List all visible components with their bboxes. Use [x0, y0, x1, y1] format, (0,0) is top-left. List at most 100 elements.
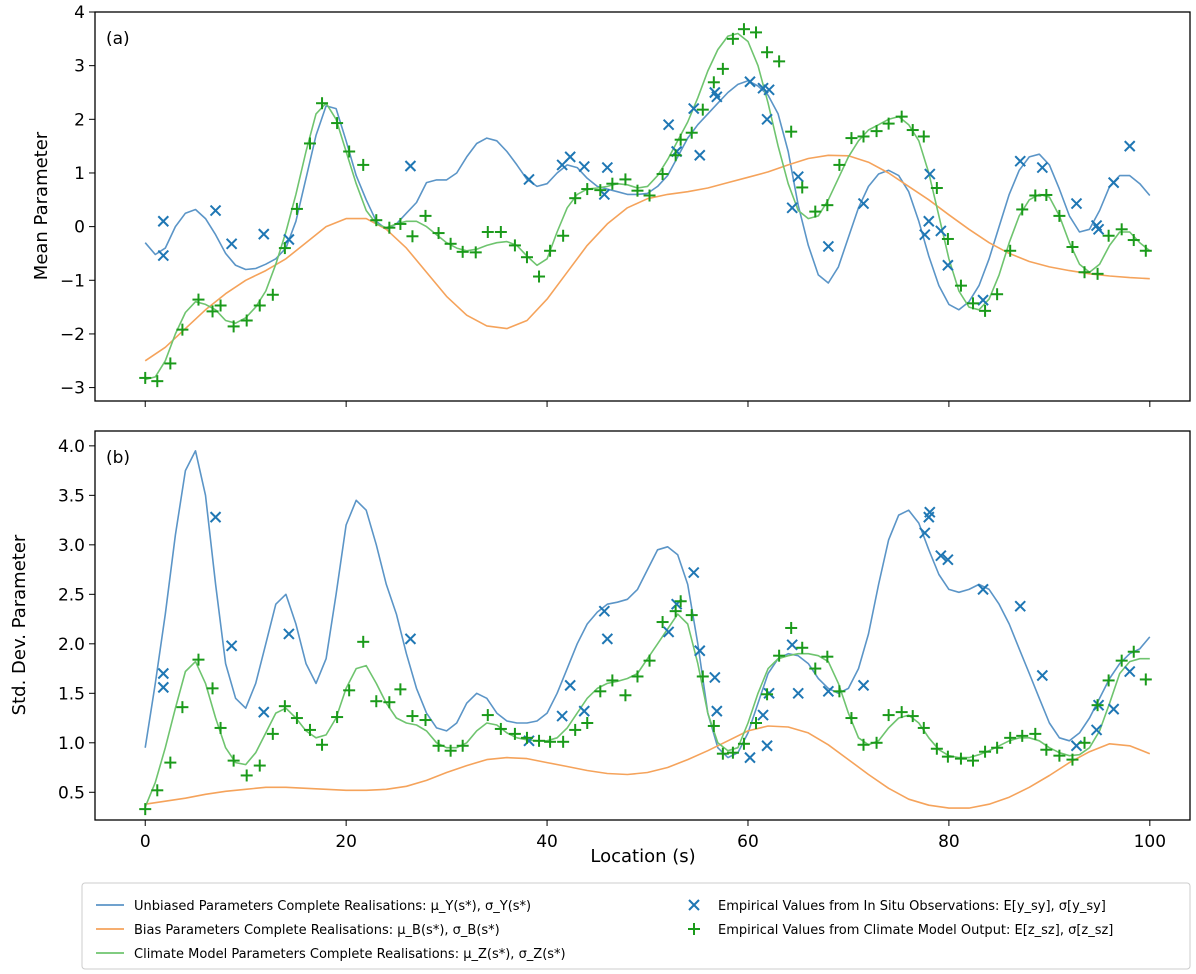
panel-a-climate-marker	[214, 299, 227, 312]
panel-b-climate-marker	[456, 739, 469, 752]
panel-b-insitu-marker	[977, 583, 989, 596]
panel-a-climate-marker	[419, 209, 432, 222]
panel-b-line-climate	[144, 613, 1150, 808]
legend-label: Bias Parameters Complete Realisations: μ…	[134, 923, 500, 938]
panel-a-climate-marker	[696, 103, 709, 116]
panel-a-insitu-marker	[935, 225, 947, 237]
panel-a-insitu-marker	[523, 173, 535, 186]
panel-b-insitu-marker	[792, 687, 804, 700]
panel-b-insitu-marker	[578, 705, 590, 717]
panel-a-ytick-label: 4	[74, 3, 85, 23]
panel-b-climate-marker	[917, 721, 930, 734]
panel-a-climate-marker	[619, 173, 632, 186]
panel-b-insitu-marker	[258, 706, 270, 718]
panel-a-ytick-label: 0	[74, 218, 85, 238]
panel-a-xticks	[144, 401, 1151, 407]
legend-label: Empirical Values from Climate Model Outp…	[718, 923, 1113, 938]
panel-b-climate-marker	[809, 662, 822, 675]
panel-b-insitu-marker	[564, 679, 576, 692]
panel-a-insitu-marker	[924, 168, 936, 180]
panel-a-insitu-marker	[711, 91, 723, 103]
panel-b-lines	[144, 450, 1151, 809]
legend-label: Unbiased Parameters Complete Realisation…	[134, 899, 531, 914]
panel-a-climate-marker	[151, 375, 164, 388]
panel-a-climate-marker	[643, 189, 656, 202]
panel-b-climate-marker	[214, 721, 227, 734]
panel-b-climate-marker	[206, 682, 219, 695]
panel-a-climate-marker	[357, 158, 370, 171]
panel-b-ytick-label: 3.0	[58, 536, 85, 556]
panel-a-insitu-marker	[694, 149, 706, 161]
panel-a-climate-marker	[917, 130, 930, 143]
panel-a-insitu-marker	[601, 161, 614, 174]
panel-b-climate-marker	[1016, 729, 1029, 742]
panel-a-climate-marker	[253, 299, 266, 312]
panel-a-climate-marker	[139, 371, 152, 384]
panel-a-climate-marker	[1029, 189, 1042, 202]
panel-b-insitu-marker	[822, 685, 835, 698]
panel-a-climate-marker	[581, 183, 594, 196]
panel-b-insitu-marker	[225, 640, 238, 652]
panel-b-insitu-marker	[404, 633, 417, 645]
panel-b-climate-marker	[941, 750, 954, 763]
panel-a-climate-marker	[930, 181, 943, 194]
panel-b-climate-marker	[1004, 731, 1017, 744]
panel-a-climate-marker	[750, 26, 763, 39]
panel-b-climate-marker	[930, 742, 943, 755]
panel-b-climate-marker	[631, 670, 644, 683]
panel-a-climate-marker	[979, 304, 992, 317]
panel-a-climate-marker	[481, 225, 494, 238]
panel-b-insitu-marker	[935, 550, 947, 562]
panel-b-climate-marker	[557, 735, 570, 748]
panel-b-climate-marker	[906, 710, 919, 723]
panel-b-climate-marker	[357, 635, 370, 648]
panel-a-climate-marker	[809, 205, 822, 218]
panel-b-climate-marker	[895, 706, 908, 719]
panel-a-climate-marker	[1078, 266, 1091, 279]
panel-b-ytick-label: 2.0	[58, 635, 85, 655]
panel-b-climate-marker	[1066, 753, 1079, 766]
panel-a-climate-marker	[544, 244, 557, 257]
panel-a-climate-marker	[370, 214, 383, 227]
panel-b-climate-marker	[656, 616, 669, 629]
panel-b-markers	[139, 506, 1152, 816]
panel-a-insitu-marker	[942, 259, 954, 271]
panel-a-climate-marker	[594, 184, 607, 197]
panel-a-climate-marker	[967, 297, 980, 310]
panel-a-climate-marker	[870, 125, 883, 138]
panel-b-climate-marker	[674, 595, 687, 608]
panel-b-climate-marker	[707, 719, 720, 732]
panel-b-climate-marker	[544, 735, 557, 748]
legend-label: Empirical Values from In Situ Observatio…	[718, 899, 1106, 914]
panel-b-climate-marker	[967, 754, 980, 767]
panel-b-climate-marker	[290, 712, 303, 725]
panel-b-climate-marker	[761, 688, 774, 701]
panel-a-climate-marker	[761, 46, 774, 59]
panel-b-xticks: 0 20 40 60 80 100	[140, 820, 1166, 852]
panel-a-climate-marker	[383, 221, 396, 234]
panel-b-climate-marker	[857, 738, 870, 751]
panel-b-climate-marker	[383, 696, 396, 709]
panel-a-climate-marker	[164, 357, 177, 370]
panel-b-climate-marker	[444, 744, 457, 757]
legend-item-unbiased: Unbiased Parameters Complete Realisation…	[96, 899, 531, 914]
panel-a-insitu-marker	[404, 160, 417, 172]
panel-a-insitu-marker	[564, 151, 576, 163]
xtick-label: 40	[536, 832, 558, 852]
panel-a-ytick-label: −3	[60, 379, 85, 399]
panel-a-climate-marker	[494, 225, 507, 238]
panel-a-insitu-marker	[1124, 140, 1136, 152]
panel-b-climate-marker	[833, 685, 846, 698]
panel-a-climate-marker	[845, 132, 858, 145]
panel-b-insitu-marker	[694, 645, 706, 657]
panel-b-climate-marker	[253, 759, 266, 772]
panel-a-ytick-label: 1	[74, 164, 85, 184]
xtick-label: 80	[938, 832, 960, 852]
panel-a-climate-marker	[1127, 234, 1140, 247]
panel-a-insitu-marker	[157, 215, 170, 227]
panel-b-climate-marker	[954, 752, 967, 765]
panel-b-climate-marker	[696, 670, 709, 683]
panel-a-insitu-marker	[763, 84, 775, 96]
xtick-label: 100	[1134, 832, 1166, 852]
